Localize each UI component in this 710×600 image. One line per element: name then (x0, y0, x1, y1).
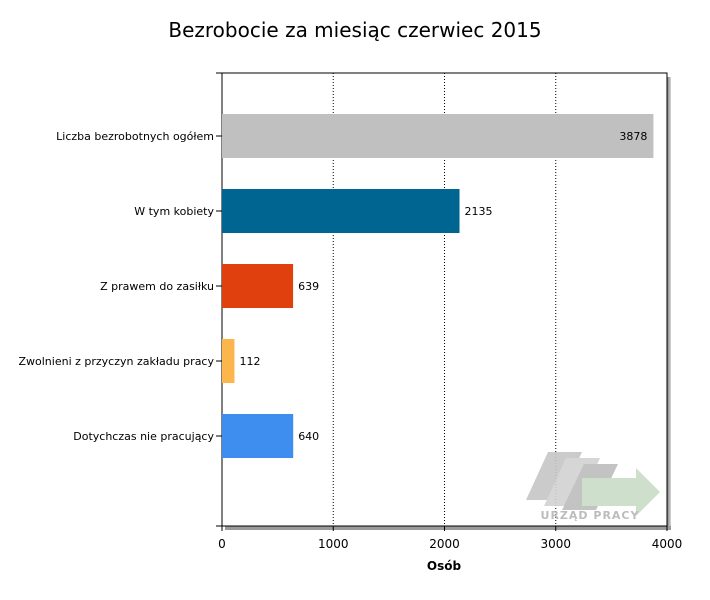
x-tick-label: 4000 (652, 537, 683, 551)
value-label: 640 (298, 430, 319, 443)
x-tick-label: 2000 (429, 537, 460, 551)
category-label: Dotychczas nie pracujący (73, 430, 214, 443)
bar (222, 339, 235, 383)
x-tick-label: 0 (218, 537, 226, 551)
urzad-pracy-logo: URZĄD PRACY (526, 452, 660, 522)
bars: 3878 2135 639 112 640 (222, 114, 654, 458)
category-label: Liczba bezrobotnych ogółem (56, 130, 214, 143)
bar (222, 414, 294, 458)
value-label: 112 (239, 355, 260, 368)
bar (222, 264, 294, 308)
category-label: W tym kobiety (134, 205, 214, 218)
plot-shadow-bottom (225, 526, 671, 530)
category-label: Z prawem do zasiłku (100, 280, 214, 293)
x-tick-label: 3000 (540, 537, 571, 551)
x-axis-title: Osób (427, 559, 462, 573)
category-labels: Liczba bezrobotnych ogółem W tym kobiety Z… (18, 130, 222, 443)
category-label: Zwolnieni z przyczyn zakładu pracy (18, 355, 214, 368)
bar (222, 114, 654, 158)
watermark-text: URZĄD PRACY (541, 509, 640, 522)
bar (222, 189, 460, 233)
x-tick-label: 1000 (318, 537, 349, 551)
value-label: 639 (298, 280, 319, 293)
value-label: 3878 (619, 130, 647, 143)
x-axis: 0 1000 2000 3000 4000 (216, 72, 683, 551)
value-label: 2135 (465, 205, 493, 218)
chart-title: Bezrobocie za miesiąc czerwiec 2015 (168, 18, 542, 42)
plot-shadow-right (667, 77, 671, 530)
